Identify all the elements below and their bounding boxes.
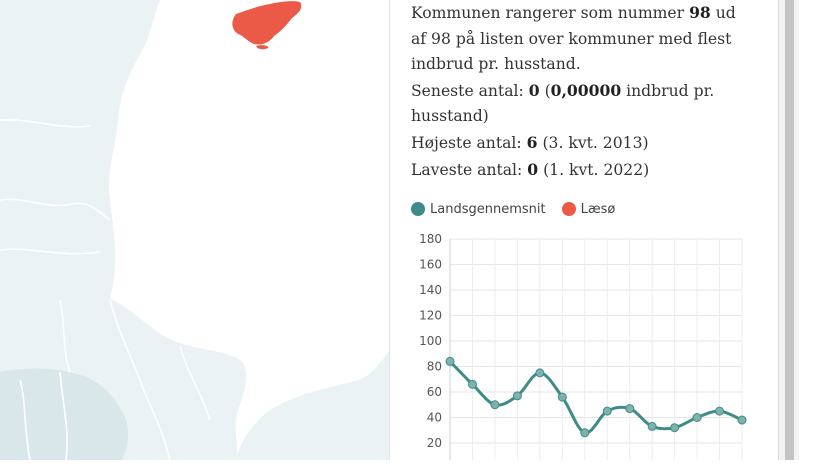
rank-total: 98 [431, 29, 451, 48]
series-point[interactable] [512, 391, 522, 401]
lowest-line: Laveste antal: 0 (1. kvt. 2022) [411, 157, 751, 184]
map-laeso-municipality[interactable] [232, 1, 302, 50]
chart-svg: 180 160 140 120 100 80 60 40 20 [419, 232, 747, 460]
series-point[interactable] [670, 423, 680, 433]
y-tick-label: 100 [419, 334, 442, 348]
series-point[interactable] [715, 406, 725, 416]
highest-value: 6 [526, 132, 538, 152]
chart-grid [449, 238, 743, 460]
dot-red-icon [561, 202, 576, 216]
highest-period: (3. kvt. 2013) [542, 133, 649, 152]
rank-suffix: på listen over kommuner med flest indbru… [411, 29, 732, 74]
chart-legend: Landsgennemsnit Læsø [411, 198, 631, 220]
highest-label: Højeste antal: [411, 133, 522, 152]
series-line-landsgennemsnit[interactable] [448, 360, 743, 435]
series-point[interactable] [535, 368, 545, 378]
chart-series [445, 356, 747, 438]
y-tick-label: 160 [419, 258, 442, 272]
scrollbar-track[interactable] [779, 0, 799, 460]
latest-label: Seneste antal: [411, 81, 524, 100]
map-svg [0, 0, 390, 461]
map-borders [0, 118, 211, 461]
series-point[interactable] [580, 428, 590, 438]
y-tick-label: 40 [427, 411, 442, 425]
map-land-east [236, 350, 390, 460]
rank-prefix: Kommunen rangerer som nummer [411, 4, 685, 22]
y-tick-label: 20 [427, 436, 442, 450]
series-point[interactable] [625, 404, 635, 414]
info-text: Kommunen rangerer som nummer 98 ud af 98… [411, 0, 751, 183]
lowest-value: 0 [527, 159, 539, 179]
y-tick-label: 120 [419, 309, 442, 323]
legend-item-laeso[interactable]: Læsø [561, 201, 616, 217]
latest-value: 0 [528, 80, 540, 100]
series-point[interactable] [490, 400, 500, 410]
y-tick-label: 60 [427, 385, 442, 399]
latest-line: Seneste antal: 0 (0,00000 indbrud pr. hu… [411, 80, 715, 126]
series-point[interactable] [445, 356, 455, 366]
latest-rate: 0,00000 [550, 80, 622, 100]
y-tick-label: 180 [419, 232, 442, 246]
series-point[interactable] [692, 413, 702, 422]
info-panel: Kommunen rangerer som nummer 98 ud af 98… [389, 0, 779, 460]
legend-item-landsgennemsnit[interactable]: Landsgennemsnit [411, 202, 546, 217]
dot-teal-icon [411, 202, 425, 216]
latest-rate-suffix: indbrud pr. husstand) [411, 81, 715, 126]
series-point[interactable] [647, 421, 657, 431]
legend-label-landsgennemsnit: Landsgennemsnit [430, 201, 546, 217]
highest-line: Højeste antal: 6 (3. kvt. 2013) [411, 130, 751, 157]
lowest-period: (1. kvt. 2022) [543, 160, 650, 179]
series-point[interactable] [557, 392, 567, 402]
rank-value: 98 [689, 3, 711, 22]
rank-mid: ud af [411, 4, 736, 48]
y-tick-label: 140 [419, 283, 442, 297]
legend-label-laeso: Læsø [580, 201, 616, 217]
rank-sentence: Kommunen rangerer som nummer 98 ud af 98… [411, 0, 751, 78]
lowest-label: Laveste antal: [411, 160, 523, 179]
page-edge [799, 0, 814, 460]
series-point[interactable] [737, 415, 747, 425]
scrollbar-thumb[interactable] [785, 0, 794, 460]
series-point[interactable] [602, 406, 612, 416]
map-region-dark [0, 368, 129, 460]
map[interactable] [0, 0, 390, 461]
chart-y-ticks: 180 160 140 120 100 80 60 40 20 [419, 232, 442, 450]
series-point[interactable] [467, 379, 477, 389]
y-tick-label: 80 [427, 360, 442, 374]
